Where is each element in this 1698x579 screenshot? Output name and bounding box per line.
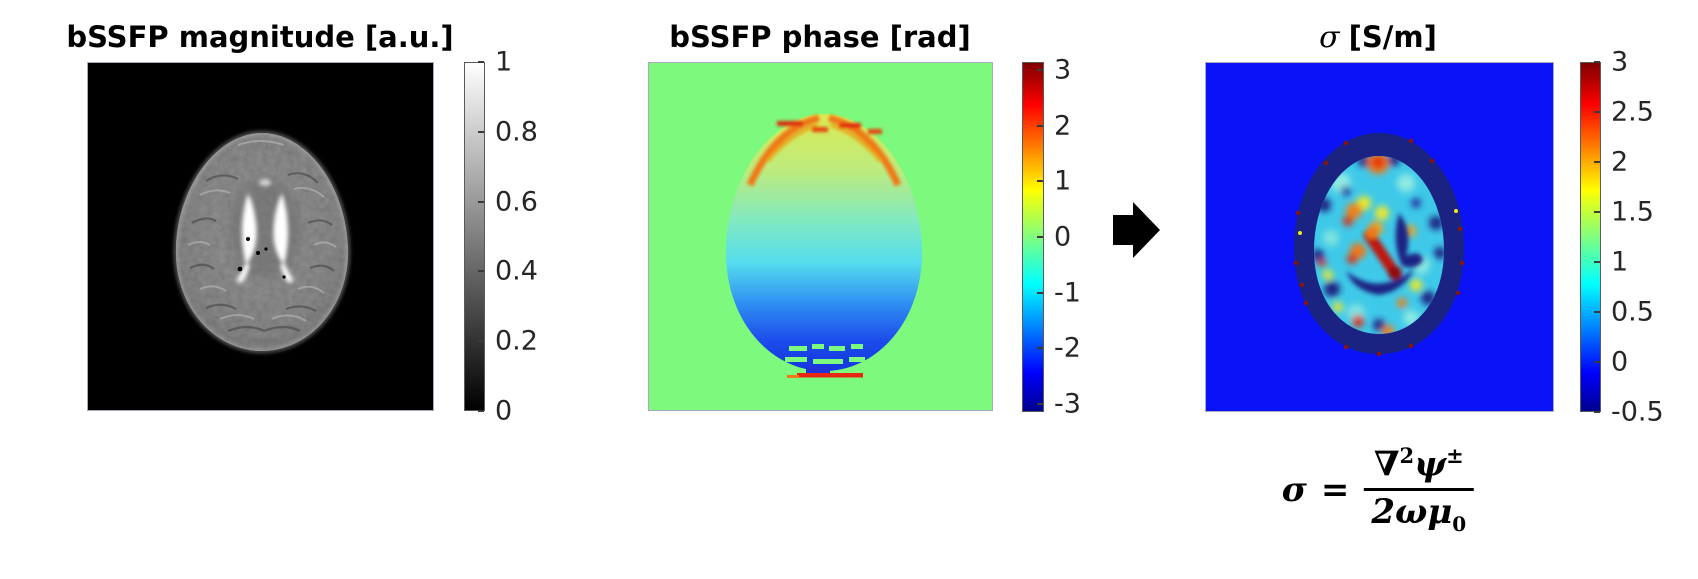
sigma-colorbar-gradient [1580,62,1601,412]
colorbar-tick-mark [478,270,484,273]
gyri-light [187,140,337,322]
colorbar-tick-mark [478,61,484,63]
phase-brain-svg [649,63,992,410]
sigma-panel-title: σ [S/m] [1319,20,1437,55]
formula-fraction: ∇2ψ± 2ωμ0 [1363,443,1475,535]
phase-colorbar-gradient [1022,62,1044,412]
colorbar-tick-mark [478,130,484,133]
magnitude-panel-title: bSSFP magnitude [a.u.] [66,20,454,54]
phase-colorbar: 3 2 1 0 -1 -2 -3 [1022,56,1112,418]
colorbar-tick-mark [1037,180,1043,183]
colorbar-tick-mark [1594,210,1600,213]
phase-brain-image [648,62,993,411]
phase-head [726,114,922,371]
colorbar-tick-mark [1037,68,1043,71]
sigma-brain-svg [1206,63,1553,411]
colorbar-tick-mark [1037,291,1043,294]
colorbar-tick-label: 3 [1054,54,1072,86]
colorbar-tick-mark [1037,124,1043,127]
colorbar-tick-label: 0.4 [495,255,538,287]
colorbar-tick-label: 2 [1611,146,1629,178]
colorbar-tick-label: -2 [1054,332,1081,364]
colorbar-tick-label: 0.2 [495,325,538,357]
colorbar-tick-label: 0.6 [495,186,538,218]
phase-green-dashes [785,344,865,364]
colorbar-tick-label: -0.5 [1611,396,1664,428]
magnitude-colorbar-gradient [464,62,485,411]
colorbar-tick-label: 0.8 [495,116,538,148]
phase-panel-title: bSSFP phase [rad] [669,20,971,54]
colorbar-tick-mark [478,340,484,343]
colorbar-tick-label: 1.5 [1611,196,1654,228]
sigma-units: [S/m] [1348,20,1437,54]
formula-numerator: ∇2ψ± [1373,443,1464,485]
colorbar-tick-mark [1594,311,1600,313]
colorbar-tick-mark [1037,347,1043,350]
formula-sigma: σ [1281,469,1307,510]
right-arrow-icon [1113,202,1161,258]
sigma-brain-image [1205,62,1554,412]
formula-equals: = [1320,469,1350,510]
colorbar-tick-label: 2.5 [1611,96,1654,128]
colorbar-tick-mark [1037,403,1043,406]
sigma-rim-speckles [1293,138,1465,357]
colorbar-tick-mark [478,410,484,412]
colorbar-tick-mark [1594,360,1600,363]
colorbar-tick-label: 0.5 [1611,296,1654,328]
colorbar-tick-mark [1594,411,1600,413]
conductivity-formula: σ = ∇2ψ± 2ωμ0 [1281,443,1475,535]
colorbar-tick-label: 0 [1611,346,1629,378]
sigma-bright-specks [1298,209,1458,235]
colorbar-tick-mark [1594,261,1600,263]
sigma-texture [1314,156,1444,334]
ventricles [236,179,294,283]
formula-denominator: 2ωμ0 [1363,488,1475,535]
colorbar-tick-label: 0 [495,395,513,427]
black-specks [237,237,286,279]
sigma-colorbar: 3 2.5 2 1.5 1 0.5 0 -0.5 [1580,49,1680,426]
magnitude-colorbar: 1 0.8 0.6 0.4 0.2 0 [464,49,554,425]
magnitude-brain-image [87,62,434,411]
ventricle-halo [229,179,301,279]
colorbar-tick-label: 2 [1054,110,1072,142]
colorbar-tick-mark [1594,61,1600,63]
colorbar-tick-label: 1 [1054,165,1072,197]
sigma-symbol: σ [1319,20,1340,55]
phase-bottom-wrap [787,366,863,378]
colorbar-tick-mark [1594,160,1600,163]
sulci-dark [189,172,335,333]
magnitude-brain-svg [88,63,433,410]
colorbar-tick-mark [1594,111,1600,113]
colorbar-tick-label: 1 [1611,246,1629,278]
colorbar-tick-label: -3 [1054,388,1081,420]
colorbar-tick-mark [1037,236,1043,238]
phase-wrap-arcs [746,114,902,187]
colorbar-tick-label: 1 [495,46,513,78]
colorbar-tick-mark [478,200,484,203]
colorbar-tick-label: -1 [1054,277,1081,309]
colorbar-tick-label: 3 [1611,46,1629,78]
brain-outline [174,131,350,353]
colorbar-tick-label: 0 [1054,221,1072,253]
